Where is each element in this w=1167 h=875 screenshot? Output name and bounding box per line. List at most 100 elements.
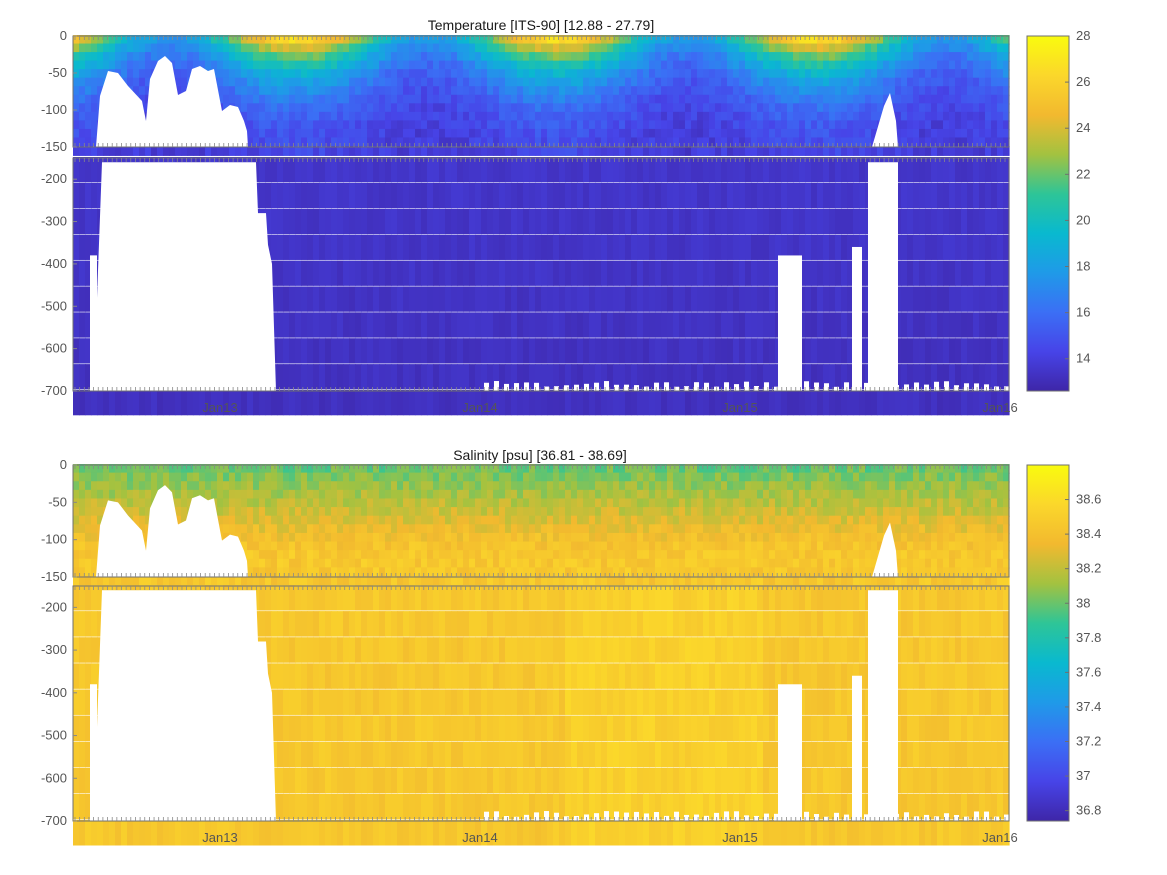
lower-field-cell [355,312,362,338]
lower-field-cell [325,182,332,209]
upper-field-cell [271,128,278,139]
upper-field-cell [199,146,206,156]
upper-field-cell [235,43,242,54]
upper-field-cell [199,481,206,492]
lower-field-cell [817,208,824,235]
lower-field-cell [499,234,506,260]
upper-field-cell [235,77,242,88]
upper-field-cell [973,128,980,139]
upper-field-cell [283,146,290,156]
upper-field-cell [331,128,338,139]
upper-field-cell [829,77,836,88]
upper-field-cell [451,146,458,156]
upper-field-cell [775,77,782,88]
upper-field-cell [781,69,788,80]
upper-field-cell [961,128,968,139]
upper-field-cell [127,481,134,492]
upper-field-cell [697,77,704,88]
upper-field-cell [643,43,650,54]
upper-field-cell [319,111,326,122]
lower-field-cell [331,286,338,312]
lower-field-cell [853,390,860,416]
upper-field-cell [757,52,764,63]
upper-field-cell [73,137,80,148]
lower-field-cell [793,157,800,183]
upper-field-cell [385,60,392,71]
upper-field-cell [337,43,344,54]
upper-field-cell [559,77,566,88]
upper-field-cell [589,52,596,63]
upper-field-cell [223,35,230,45]
upper-field-cell [379,111,386,122]
upper-field-cell [535,43,542,54]
upper-field-cell [343,120,350,131]
upper-field-cell [667,146,674,156]
upper-field-cell [277,86,284,97]
upper-field-cell [85,558,92,569]
upper-field-cell [199,464,206,474]
upper-field-cell [661,94,668,105]
lower-field-cell [541,390,548,416]
upper-field-cell [799,86,806,97]
lower-field-cell [709,364,716,390]
upper-field-cell [601,128,608,139]
upper-field-cell [463,128,470,139]
lower-field-cell [691,182,698,209]
upper-field-cell [133,43,140,54]
upper-field-cell [619,103,626,114]
upper-field-cell [181,498,188,509]
upper-field-cell [271,94,278,105]
upper-field-cell [973,60,980,71]
upper-field-cell [607,43,614,54]
lower-field-cell [367,364,374,390]
upper-field-cell [313,146,320,156]
upper-field-cell [583,77,590,88]
lower-field-cell [709,390,716,416]
upper-field-cell [805,103,812,114]
upper-field-cell [817,52,824,63]
upper-field-cell [301,103,308,114]
upper-field-cell [517,69,524,80]
upper-field-cell [577,128,584,139]
lower-field-cell [379,312,386,338]
lower-field-cell [919,390,926,416]
upper-field-cell [367,120,374,131]
lower-field-cell [859,312,866,338]
lower-field-cell [283,260,290,286]
lower-field-cell [379,260,386,286]
upper-field-cell [427,103,434,114]
lower-field-cell [127,390,134,416]
lower-field-cell [961,286,968,312]
upper-field-cell [667,86,674,97]
upper-field-cell [895,128,902,139]
upper-field-cell [691,128,698,139]
upper-field-cell [829,52,836,63]
upper-field-cell [121,60,128,71]
lower-field-cell [409,157,416,183]
upper-field-cell [415,86,422,97]
upper-field-cell [85,94,92,105]
lower-field-cell [355,364,362,390]
upper-field-cell [1003,35,1010,45]
lower-field-cell [391,312,398,338]
lower-field-cell [823,390,830,416]
upper-field-cell [277,52,284,63]
lower-field-cell [397,312,404,338]
lower-field-cell [661,390,668,416]
upper-field-cell [97,146,104,156]
upper-field-cell [91,111,98,122]
upper-field-cell [433,137,440,148]
upper-field-cell [349,43,356,54]
lower-field-cell [655,390,662,416]
upper-field-cell [727,111,734,122]
upper-field-cell [193,43,200,54]
upper-field-cell [253,52,260,63]
upper-field-cell [271,103,278,114]
lower-field-cell [967,157,974,183]
upper-field-cell [175,472,182,483]
lower-field-cell [457,208,464,235]
lower-field-cell [535,182,542,209]
upper-field-cell [577,111,584,122]
upper-field-cell [205,52,212,63]
upper-field-cell [85,69,92,80]
